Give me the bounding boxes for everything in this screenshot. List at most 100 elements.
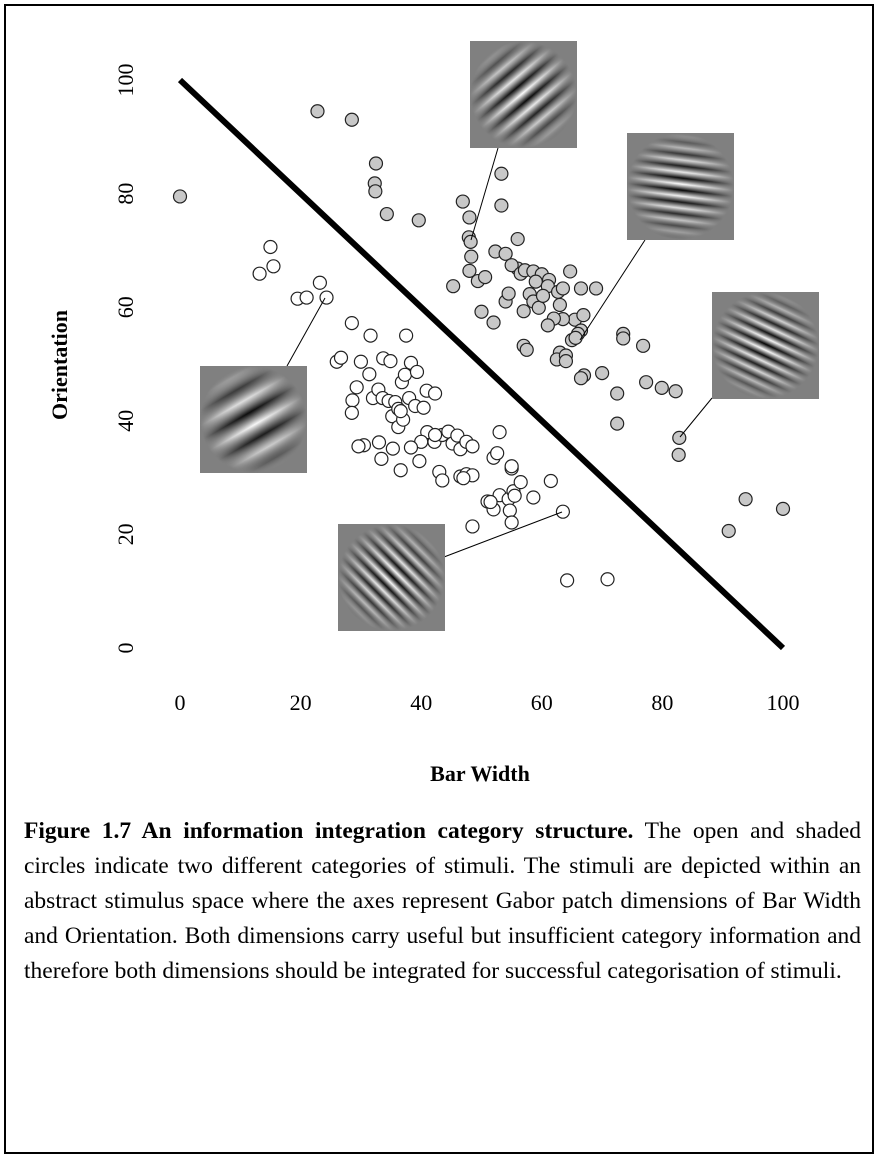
data-point <box>446 279 461 294</box>
y-tick-label: 0 <box>113 643 138 654</box>
data-point <box>540 318 555 333</box>
data-point <box>371 435 387 450</box>
data-point <box>266 259 281 274</box>
data-point <box>636 338 651 353</box>
data-point <box>498 246 513 261</box>
leader-line <box>579 239 646 341</box>
data-point <box>397 367 413 382</box>
data-point <box>543 473 558 489</box>
data-point <box>379 206 394 222</box>
data-point <box>172 189 188 204</box>
data-point <box>353 354 368 369</box>
data-point <box>409 364 425 380</box>
data-point <box>263 239 278 255</box>
data-point <box>588 281 604 296</box>
data-point <box>344 405 359 420</box>
data-point <box>528 274 543 289</box>
data-point <box>462 263 477 278</box>
data-point <box>455 194 470 209</box>
data-point <box>463 234 478 249</box>
data-point <box>462 210 477 225</box>
data-point <box>483 494 498 510</box>
data-point <box>507 488 522 503</box>
data-point <box>411 213 426 228</box>
y-tick-label: 80 <box>113 183 138 205</box>
data-point <box>563 264 578 279</box>
x-tick-label: 20 <box>290 690 312 715</box>
gabor-patch <box>712 292 819 399</box>
data-point <box>486 315 501 330</box>
data-point <box>416 400 431 415</box>
x-tick-label: 60 <box>531 690 553 715</box>
data-point <box>344 112 359 127</box>
chart: Bar Width Orientation 0 20 40 60 80 100 0 20 40 6… <box>47 41 819 786</box>
data-point <box>558 354 574 369</box>
data-point <box>535 288 551 303</box>
data-point <box>412 454 427 469</box>
data-point <box>576 308 591 323</box>
caption: Figure 1.7 An information integration ca… <box>24 814 861 989</box>
data-point <box>573 281 589 296</box>
data-point <box>672 430 687 445</box>
data-point <box>393 463 408 478</box>
data-point <box>573 371 589 386</box>
category-boundary <box>177 77 786 651</box>
data-point <box>560 573 575 588</box>
data-point <box>519 342 534 357</box>
gabor-patch <box>627 133 734 240</box>
x-tick-label: 0 <box>175 690 186 715</box>
gabor-patch <box>338 524 445 631</box>
data-point <box>610 416 625 431</box>
data-point <box>456 471 471 486</box>
leader-lines <box>286 147 713 558</box>
data-point <box>385 441 400 456</box>
data-point <box>478 269 493 285</box>
data-point <box>668 384 683 399</box>
data-point <box>310 104 325 119</box>
data-point <box>516 304 531 319</box>
data-point <box>775 501 791 516</box>
data-point <box>610 386 625 401</box>
data-point <box>501 286 516 301</box>
data-point <box>555 504 571 519</box>
data-point <box>299 290 314 305</box>
y-tick-label: 60 <box>113 296 138 318</box>
data-point <box>526 490 541 505</box>
data-point <box>474 304 489 319</box>
data-point <box>531 300 546 315</box>
leader-line <box>286 297 326 367</box>
data-point <box>671 447 686 462</box>
x-tick-label: 80 <box>651 690 673 715</box>
data-point <box>435 473 450 488</box>
data-point <box>738 492 753 507</box>
data-point <box>312 275 327 290</box>
data-point <box>502 503 517 518</box>
data-point <box>344 316 359 331</box>
leader-line <box>470 147 499 241</box>
leader-line <box>443 511 563 558</box>
data-point <box>494 198 509 213</box>
data-point <box>490 446 505 461</box>
data-point <box>594 365 610 381</box>
data-point <box>600 572 615 587</box>
data-point <box>349 380 364 395</box>
data-point <box>504 515 519 530</box>
caption-text: The open and shaded circles indicate two… <box>24 818 861 984</box>
data-point <box>639 375 654 390</box>
data-point <box>552 297 567 313</box>
data-point <box>568 330 583 345</box>
data-point <box>319 290 334 305</box>
x-tick-label: 100 <box>767 690 800 715</box>
data-point <box>374 451 389 466</box>
data-point <box>494 166 509 181</box>
data-point <box>504 258 519 273</box>
data-point <box>368 156 384 171</box>
data-point <box>383 354 398 369</box>
data-point <box>465 519 480 534</box>
y-tick-label: 100 <box>113 64 138 97</box>
data-point <box>510 231 525 247</box>
data-point <box>555 281 571 296</box>
figure-frame <box>4 4 874 1154</box>
x-tick-label: 40 <box>410 690 432 715</box>
data-point <box>427 386 443 401</box>
